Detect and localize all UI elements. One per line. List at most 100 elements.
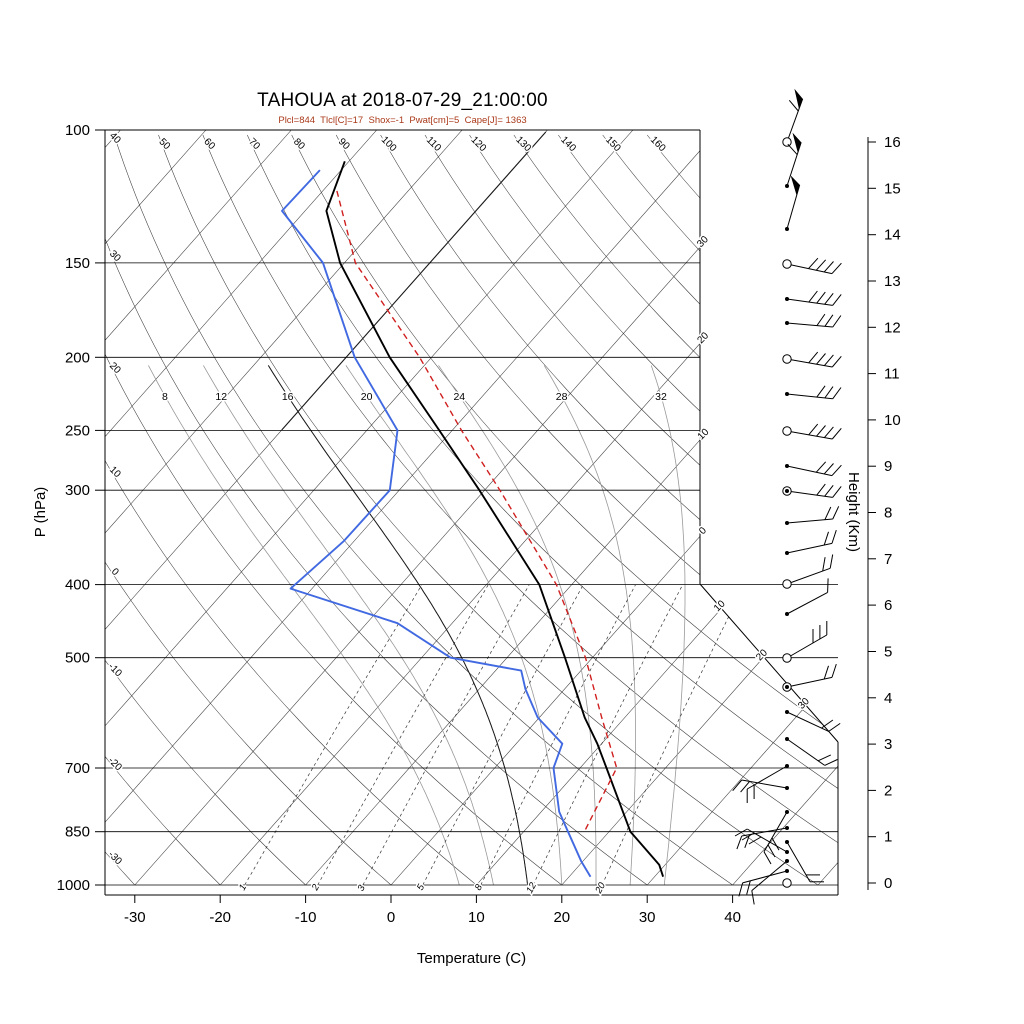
temperature-tick-label: -10 — [295, 909, 317, 926]
dry-adiabat-label-left: 30 — [107, 248, 123, 264]
wind-barbs — [732, 88, 842, 905]
wind-barb — [782, 621, 828, 663]
station-dot — [785, 826, 789, 830]
wind-barb — [746, 764, 789, 803]
reference-lines — [267, 131, 547, 885]
dry-adiabat-label-left: -10 — [106, 661, 124, 679]
height-tick-label: 3 — [884, 736, 892, 753]
height-tick-label: 5 — [884, 643, 892, 660]
temperature-tick-label: -20 — [209, 909, 231, 926]
mixing-ratio-lines — [244, 584, 745, 885]
station-dot — [785, 850, 789, 854]
station-dot — [785, 464, 789, 468]
height-tick-label: 12 — [884, 319, 901, 336]
dry-adiabat-label-left: -20 — [106, 755, 124, 773]
height-tick-label: 15 — [884, 180, 901, 197]
mixing-ratio-label: 12 — [524, 880, 539, 895]
wind-barb — [782, 483, 842, 498]
temperature-tick-label: 40 — [724, 909, 741, 926]
height-tick-label: 14 — [884, 227, 901, 244]
temperature-tick-label: 30 — [639, 909, 656, 926]
mixing-ratio-label: 1 — [237, 883, 249, 893]
dry-adiabat-label-top: 140 — [558, 134, 578, 154]
background-grid — [105, 130, 838, 885]
dry-adiabat-label-top: 60 — [201, 136, 217, 152]
dry-adiabat-label-left: -30 — [106, 849, 124, 867]
height-tick-label: 10 — [884, 412, 901, 429]
height-tick-label: 0 — [884, 875, 892, 892]
height-tick-label: 7 — [884, 551, 892, 568]
corner-cut-line — [699, 583, 839, 743]
pressure-tick-label: 700 — [65, 760, 90, 777]
height-tick-label: 9 — [884, 458, 892, 475]
height-tick-label: 8 — [884, 505, 892, 522]
dry-adiabat-label-top: 70 — [246, 136, 262, 152]
wind-barb — [782, 554, 834, 589]
pressure-tick-label: 250 — [65, 422, 90, 439]
station-dot — [785, 551, 789, 555]
pressure-tick-label: 500 — [65, 650, 90, 667]
station-dot — [785, 392, 789, 396]
dry-adiabat-label-left: 10 — [107, 464, 123, 480]
wind-barb — [785, 840, 824, 883]
wind-barb — [782, 257, 842, 275]
isotherm-label-right: 20 — [695, 330, 711, 346]
wind-barb — [785, 290, 842, 306]
station-dot — [785, 869, 789, 873]
mixing-ratio-label: 8 — [473, 882, 486, 892]
height-tick-label: 2 — [884, 782, 892, 799]
pressure-tick-label: 200 — [65, 349, 90, 366]
isotherm-label-right: 30 — [695, 234, 711, 250]
moist-adiabat-label: 32 — [655, 391, 667, 403]
station-dot — [785, 184, 789, 188]
height-tick-label: 4 — [884, 690, 892, 707]
isotherm-label-right: 0 — [697, 525, 709, 537]
moist-adiabat-label: 8 — [162, 391, 168, 403]
station-dot — [785, 521, 789, 525]
station-dot — [785, 710, 789, 714]
wind-barb — [736, 826, 789, 850]
temperature-tick-label: 0 — [387, 909, 395, 926]
grid-labels: 50 60 70 80 90 100 110 120 130 140 150 160403020100… — [104, 129, 813, 898]
mixing-ratio-label: 20 — [593, 880, 608, 896]
temperature-tick-label: 20 — [553, 909, 570, 926]
wind-barb — [738, 869, 789, 897]
station-dot — [785, 612, 789, 616]
wind-barb — [782, 423, 842, 440]
mixing-ratio-label: 2 — [309, 882, 322, 893]
parcel-curve — [335, 189, 618, 830]
moist-adiabat-lines — [148, 365, 686, 885]
station-circle — [782, 426, 792, 436]
dry-adiabat-label-top: 120 — [469, 134, 489, 154]
moist-adiabat-label: 28 — [556, 391, 568, 403]
moist-adiabat-label: 12 — [215, 391, 227, 403]
temperature-tick-label: 10 — [468, 909, 485, 926]
wind-barb — [785, 710, 841, 732]
height-tick-label: 11 — [884, 366, 900, 383]
dry-adiabat-lines — [105, 134, 838, 885]
dry-adiabat-label-top: 160 — [648, 134, 668, 154]
wind-barb — [734, 828, 789, 854]
station-dot — [785, 737, 789, 741]
pressure-axis-title: P (hPa) — [32, 486, 49, 538]
station-circle — [782, 579, 792, 589]
station-dot — [785, 810, 789, 814]
height-axis-title: Height (Km) — [845, 471, 862, 553]
station-circle — [782, 259, 792, 269]
wind-barb — [782, 663, 837, 692]
wind-barb — [785, 461, 842, 477]
height-tick-label: 16 — [884, 134, 901, 151]
moist-adiabat-label: 16 — [282, 391, 294, 403]
station-dot — [785, 297, 789, 301]
temperature-curve — [325, 160, 665, 877]
wind-barb — [782, 878, 792, 888]
pressure-tick-label: 400 — [65, 577, 90, 594]
mixing-ratio-label: 5 — [415, 882, 428, 892]
wind-barb — [785, 737, 838, 766]
dry-adiabat-label-top: 130 — [513, 134, 533, 154]
station-dot — [785, 840, 789, 844]
